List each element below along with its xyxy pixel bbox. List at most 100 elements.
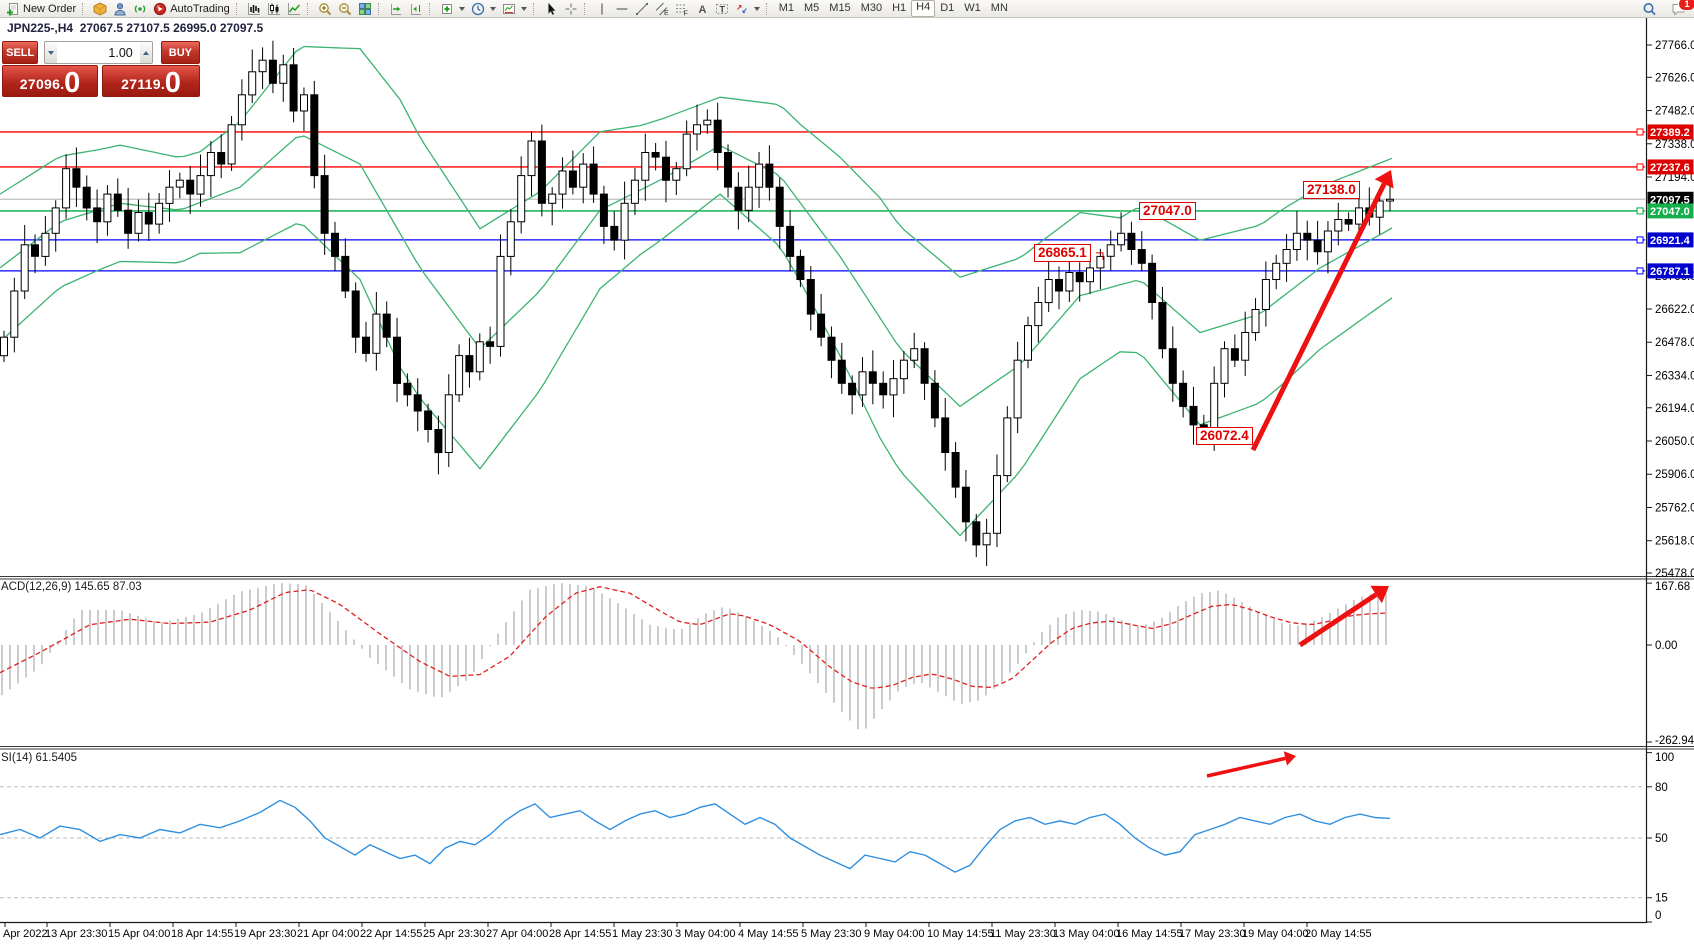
- sell-price-main: 27096: [19, 76, 61, 92]
- toolbar-separator: [306, 2, 312, 15]
- auto-scroll-button[interactable]: [386, 1, 406, 17]
- line-end-marker[interactable]: [1636, 207, 1644, 215]
- toolbar-separator: [765, 2, 771, 15]
- macd-trend-arrow[interactable]: [1298, 585, 1389, 648]
- timeframe-d1[interactable]: D1: [940, 2, 955, 14]
- vline-icon: [595, 2, 609, 16]
- axes-frame: [0, 18, 1694, 924]
- toolbar-separator: [377, 2, 383, 15]
- rsi-trend-arrow[interactable]: [1206, 751, 1296, 778]
- price-trend-arrow[interactable]: [1250, 170, 1394, 452]
- rsi-axis: 100 80 50 15 0: [1646, 752, 1674, 923]
- caret-down-icon: [48, 50, 55, 55]
- autotrading-button[interactable]: AutoTrading: [150, 1, 233, 17]
- periods-button[interactable]: [468, 1, 499, 17]
- candlestick-chart-button[interactable]: [264, 1, 284, 17]
- rsi-indicator-label: SI(14) 61.5405: [1, 752, 78, 764]
- svg-text:Apr 2022: Apr 2022: [3, 928, 48, 940]
- zoom-out-icon: [338, 2, 352, 16]
- text-button[interactable]: A: [692, 1, 712, 17]
- zoom-in-button[interactable]: [315, 1, 335, 17]
- buy-button[interactable]: BUY: [160, 41, 200, 64]
- vertical-line-button[interactable]: [592, 1, 612, 17]
- buy-price-main: 27119: [121, 76, 161, 92]
- volume-increase-button[interactable]: [139, 41, 153, 64]
- trade-panel-prices: 27096. 0 27119. 0: [2, 65, 200, 97]
- svg-text:9 May 04:00: 9 May 04:00: [864, 928, 925, 940]
- timeframe-w1[interactable]: W1: [964, 2, 981, 14]
- timeframe-h4[interactable]: H4: [911, 0, 936, 17]
- timeframe-m1[interactable]: M1: [778, 2, 794, 14]
- toolbar-separator: [583, 2, 589, 15]
- zoom-out-button[interactable]: [335, 1, 355, 17]
- fibonacci-retracement-button[interactable]: F: [672, 1, 692, 17]
- chevron-down-icon: [520, 6, 527, 11]
- line-end-marker[interactable]: [1636, 163, 1644, 171]
- cursor-icon: [544, 1, 558, 16]
- equidistant-channel-button[interactable]: E: [652, 1, 672, 17]
- svg-text:27237.6: 27237.6: [1650, 162, 1690, 174]
- bar-chart-button[interactable]: [244, 1, 264, 17]
- tile-windows-button[interactable]: [355, 1, 375, 17]
- profile-button[interactable]: [110, 1, 130, 17]
- svg-text:11 May 23:30: 11 May 23:30: [990, 928, 1056, 940]
- notifications-icon[interactable]: 1: [1668, 0, 1694, 17]
- sell-button[interactable]: SELL: [2, 41, 39, 64]
- svg-text:19 May 04:00: 19 May 04:00: [1242, 928, 1309, 940]
- svg-text:0: 0: [1655, 910, 1661, 922]
- rsi-level-lines: [0, 786, 1645, 899]
- horizontal-line-button[interactable]: [612, 1, 632, 17]
- timeframe-mn[interactable]: MN: [990, 2, 1008, 14]
- decimal-point: .: [60, 76, 65, 92]
- new-order-button-label: New Order: [23, 2, 77, 15]
- timeframe-h1[interactable]: H1: [892, 2, 907, 14]
- cursor-button[interactable]: [541, 1, 561, 17]
- toolbar-separator: [235, 2, 241, 15]
- buy-price-pips: 0: [164, 66, 181, 99]
- buy-price[interactable]: 27119. 0: [102, 65, 200, 97]
- crosshair-button[interactable]: [561, 1, 581, 17]
- indicators-button[interactable]: [437, 1, 468, 17]
- level-price-badge: [1647, 159, 1694, 175]
- toolbar-main-group: New Order AutoTrading E F A T M1 M5 M15 M30 H1 H4 D1…: [3, 0, 1013, 17]
- autotrading-button-label: AutoTrading: [170, 2, 230, 15]
- toolbar-separator: [428, 2, 434, 15]
- alerts-button[interactable]: [130, 1, 150, 17]
- svg-text:28 Apr 14:55: 28 Apr 14:55: [549, 928, 611, 940]
- sell-price[interactable]: 27096. 0: [2, 65, 99, 97]
- search-icon[interactable]: [1639, 1, 1660, 17]
- text-label-button[interactable]: T: [712, 1, 732, 17]
- level-price-badge: [1647, 203, 1694, 219]
- svg-text:100: 100: [1655, 752, 1674, 764]
- new-order-icon: [6, 2, 20, 16]
- timeframe-m5[interactable]: M5: [804, 2, 820, 14]
- timeframe-m15[interactable]: M15: [829, 2, 851, 14]
- chevron-down-icon: [489, 6, 496, 11]
- svg-text:19 Apr 23:30: 19 Apr 23:30: [234, 928, 296, 940]
- svg-text:167.68: 167.68: [1655, 581, 1690, 593]
- line-end-marker[interactable]: [1636, 128, 1644, 136]
- toolbar-separator: [82, 2, 87, 15]
- svg-text:4 May 14:55: 4 May 14:55: [738, 928, 799, 940]
- line-end-marker[interactable]: [1636, 236, 1644, 244]
- chart-object-button[interactable]: [90, 1, 110, 17]
- volume-decrease-button[interactable]: [44, 41, 58, 64]
- volume-input[interactable]: 1.00: [57, 41, 140, 64]
- chart-shift-button[interactable]: [406, 1, 426, 17]
- svg-text:1 May 23:30: 1 May 23:30: [612, 928, 673, 940]
- arrows-button[interactable]: [732, 1, 763, 17]
- new-order-button[interactable]: New Order: [3, 1, 79, 17]
- svg-text:3 May 04:00: 3 May 04:00: [675, 928, 736, 940]
- tiles-icon: [358, 2, 372, 16]
- templates-button[interactable]: [499, 1, 530, 17]
- crosshair-icon: [564, 2, 578, 16]
- trendline-button[interactable]: [632, 1, 652, 17]
- bollinger-lower-band: [0, 193, 1393, 537]
- cube-icon: [93, 1, 107, 16]
- horizontal-level-lines[interactable]: [0, 128, 1645, 275]
- line-chart-button[interactable]: [284, 1, 304, 17]
- svg-text:26921.4: 26921.4: [1650, 235, 1691, 247]
- line-end-marker[interactable]: [1636, 267, 1644, 275]
- timeframe-m30[interactable]: M30: [860, 2, 883, 14]
